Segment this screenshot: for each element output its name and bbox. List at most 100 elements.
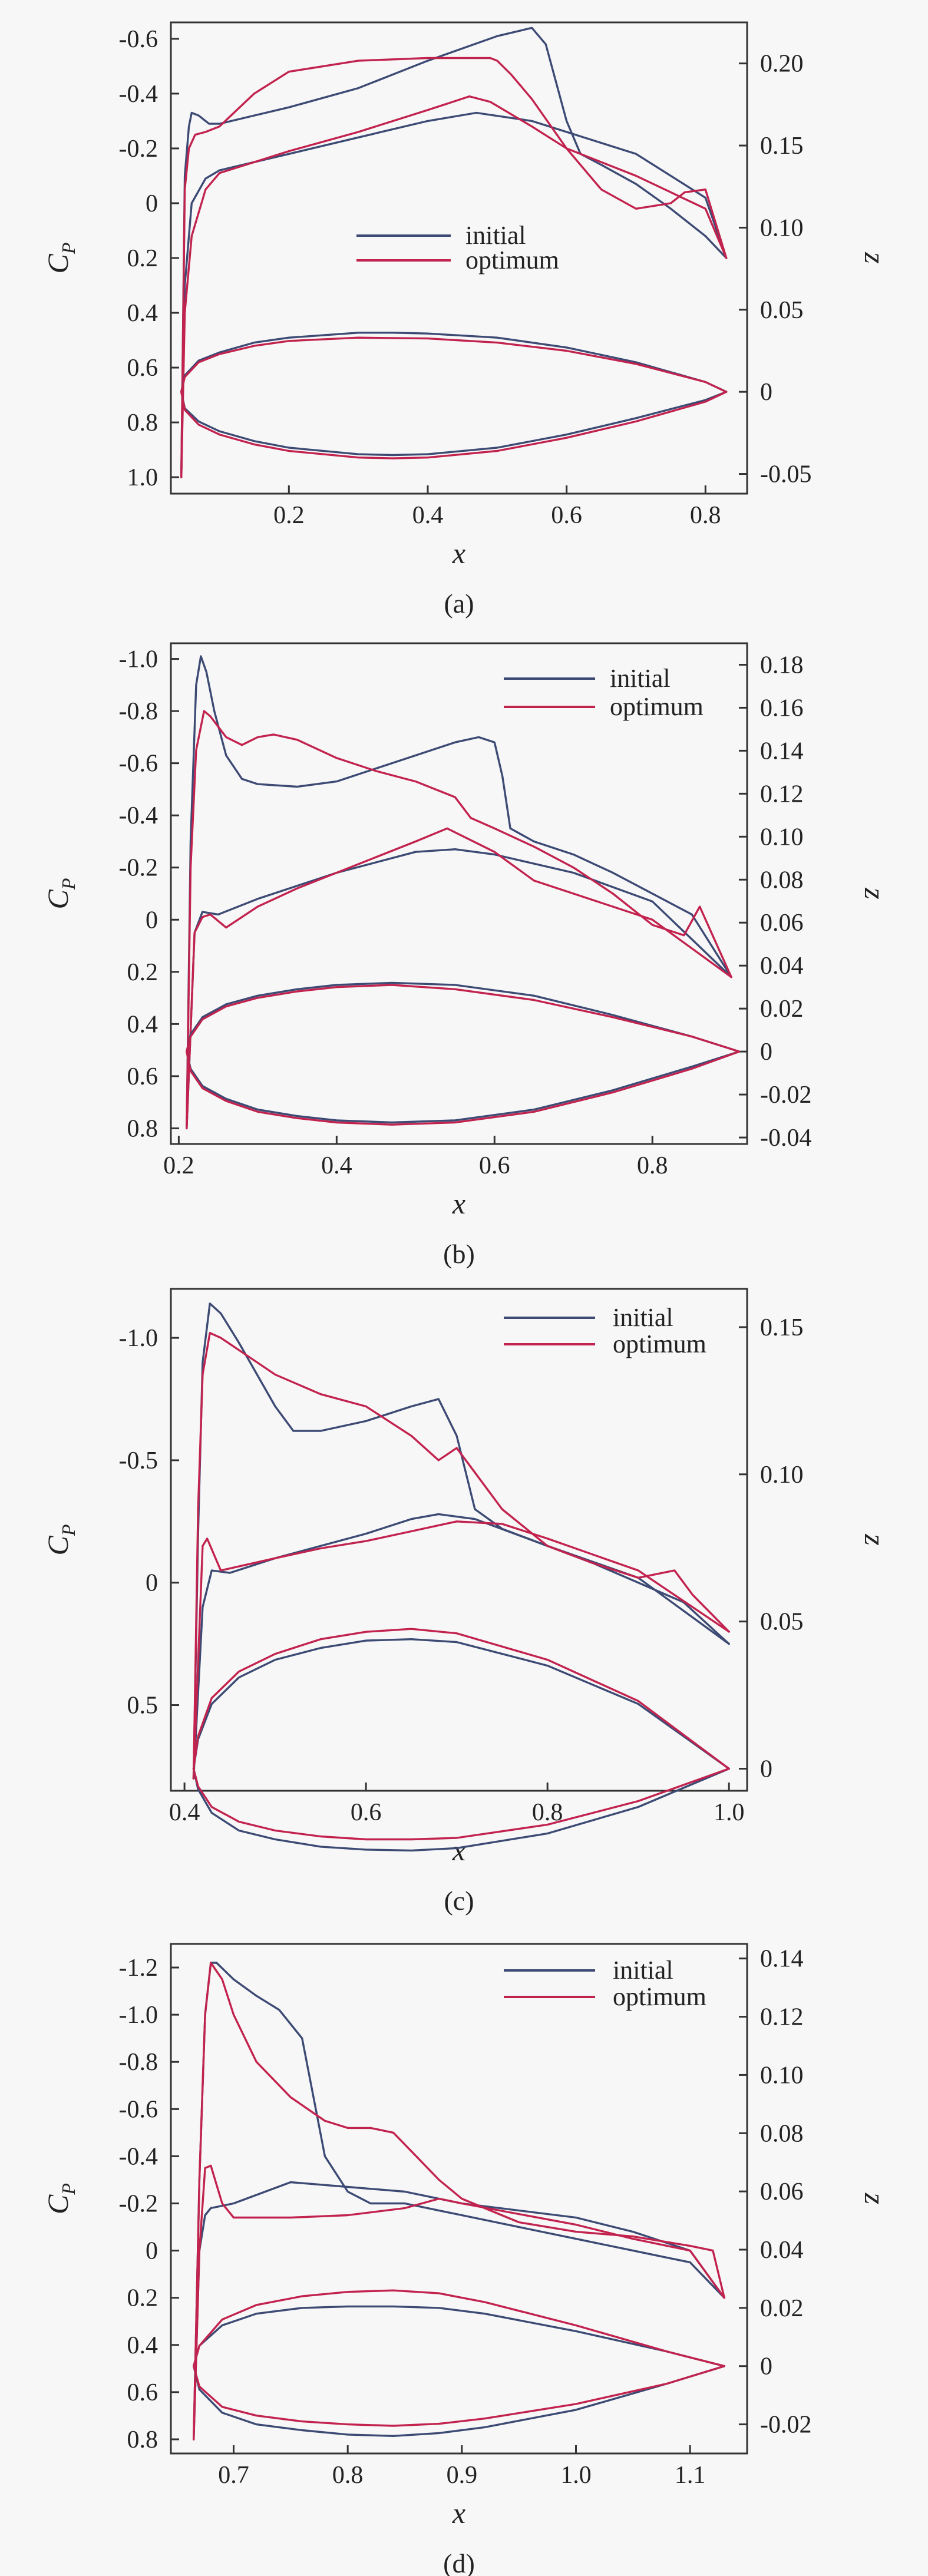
panel-c-xlabel: x [452,1834,465,1867]
panel-a-legend-initial-label: initial [465,221,526,250]
panel-b-y2tick-label: 0.18 [760,652,804,679]
panel-d-ytick-label: -0.8 [119,2049,158,2076]
panel-a-series-initial-cp-1 [180,111,728,478]
panel-c-caption: (c) [444,1886,474,1916]
panel-d-y2label: z [858,2193,891,2204]
panel-d-y2tick-label: -0.02 [760,2412,812,2439]
panel-d-series-optimum-airfoil-6 [193,2289,726,2367]
panel-a-legend-optimum-label: optimum [465,246,559,275]
panel-b-caption: (b) [443,1239,475,1269]
panel-d-ytick-label: 0.4 [127,2332,158,2359]
panel-b-series-initial-cp-1 [186,848,732,1130]
panel-c-legend-initial-label: initial [613,1303,673,1332]
panel-c-y2tick-label: 0.10 [760,1461,804,1489]
panel-a-series-optimum-cp-2 [180,57,728,478]
panel-d-xtick-label: 0.9 [447,2462,478,2489]
panel-a-ytick-label: 0.2 [127,245,158,272]
panel-c-legend-optimum-label: optimum [613,1330,706,1358]
panel-b-y2tick-label: 0.08 [760,867,804,894]
panel-c-ytick-label: -0.5 [119,1447,158,1474]
panel-d-frame [170,1943,748,2455]
panel-d-series-initial-cp-0 [193,1962,726,2441]
panel-d-xtick-label: 0.7 [218,2462,249,2489]
panel-b-xtick-label: 0.6 [479,1152,510,1179]
panel-d-series-initial-cp-1 [193,2181,726,2441]
panel-d-y2tick-label: 0.02 [760,2295,804,2322]
panel-c-series-optimum-airfoil-7 [192,1767,730,1841]
panel-c-series-optimum-airfoil-6 [192,1628,730,1770]
panel-d-ytick-label: 0.6 [127,2379,158,2406]
panel-d-ylabel: CP [41,2183,79,2214]
panel-b-y2tick-label: 0.16 [760,695,804,722]
panel-b-y2tick-label: 0.04 [760,953,804,980]
panel-c-series-initial-airfoil-5 [192,1767,730,1852]
panel-c-ylabel-subscript: P [58,1525,79,1537]
panel-c-series-optimum-cp-3 [192,1520,730,1780]
panel-b-y2tick-label: 0.02 [760,996,804,1023]
panel-b-xlabel: x [452,1187,465,1220]
panel-a-ylabel-subscript: P [58,243,79,255]
panel-a-series-initial-cp-0 [180,27,728,478]
panel-a-ytick-label: 0.4 [127,300,158,327]
panel-b-series-optimum-airfoil-7 [186,1050,741,1126]
panel-c-y2label: z [858,1533,891,1545]
panel-b-y2tick-label: -0.04 [760,1125,812,1152]
panel-b-ytick-label: 0.6 [127,1063,158,1090]
panel-a-ytick-label: 0.6 [127,355,158,382]
panel-c-series-optimum-cp-2 [192,1332,730,1780]
panel-a-series-optimum-cp-3 [180,95,728,478]
panel-b-ytick-label: -0.8 [119,698,158,725]
panel-b-y2tick-label: 0 [760,1039,772,1066]
panel-c-ytick-label: 0.5 [127,1692,158,1719]
panel-b-series-optimum-cp-3 [186,827,732,1130]
panel-c-ytick-label: 0 [146,1570,158,1597]
panel-d-caption: (d) [443,2548,475,2576]
panel-d-y2tick-label: 0.08 [760,2120,804,2147]
panel-a-xlabel: x [452,537,465,570]
panel-a-xtick-label: 0.2 [273,502,305,529]
panel-a-ylabel: CP [41,243,79,274]
panel-b-series-optimum-cp-2 [186,710,732,1130]
panel-d-ytick-label: 0.2 [127,2285,158,2312]
panel-d-ytick-label: 0 [146,2238,158,2265]
panel-d-ytick-label: -0.6 [119,2096,158,2123]
panel-b-series-initial-airfoil-4 [186,981,741,1053]
panel-b-ylabel: CP [41,878,79,910]
panel-a-ytick-label: -0.6 [119,26,158,53]
panel-a-series-initial-airfoil-4 [180,332,728,393]
panel-d-ytick-label: -0.4 [119,2143,158,2170]
panel-d-series-optimum-airfoil-7 [193,2365,726,2427]
panel-b-frame [170,642,748,1145]
panel-b-ytick-label: -0.2 [119,855,158,882]
panel-a-ytick-label: 0.8 [127,409,158,437]
panel-d-xlabel: x [452,2496,465,2529]
panel-a-frame [170,21,748,495]
panel-d-ytick-label: -1.2 [119,1955,158,1982]
panel-b-ylabel-subscript: P [58,878,79,891]
panel-b-legend-initial-label: initial [610,664,671,693]
panel-a-ytick-label: 0 [146,190,158,217]
panel-b-series-initial-airfoil-5 [186,1050,741,1124]
panel-c-series-initial-airfoil-4 [192,1638,730,1770]
panel-b-y2tick-label: 0.10 [760,824,804,851]
panel-a-series-optimum-airfoil-7 [180,391,728,459]
panel-a-xtick-label: 0.4 [412,502,444,529]
panel-b-y2tick-label: 0.12 [760,781,804,808]
panel-b-ytick-label: 0.2 [127,959,158,986]
panel-c-y2tick-label: 0.15 [760,1314,804,1341]
panel-a-series-optimum-airfoil-6 [180,336,728,393]
panel-b-ytick-label: 0 [146,907,158,934]
panel-d-ytick-label: -1.0 [119,2002,158,2029]
panel-b-ytick-label: 0.8 [127,1115,158,1142]
panel-b-y2tick-label: 0.14 [760,738,804,765]
panel-d-legend-optimum-label: optimum [613,1982,706,2011]
panel-a-y2tick-label: 0.05 [760,297,804,324]
panel-a-y2label: z [858,252,891,263]
panel-d-xtick-label: 1.0 [560,2462,592,2489]
panel-b-series-optimum-airfoil-6 [186,984,741,1053]
panel-d-xtick-label: 1.1 [675,2462,706,2489]
panel-a-y2tick-label: 0.10 [760,214,804,242]
panel-d-series-initial-airfoil-4 [193,2305,726,2367]
panel-d-y2tick-label: 0.04 [760,2237,804,2264]
